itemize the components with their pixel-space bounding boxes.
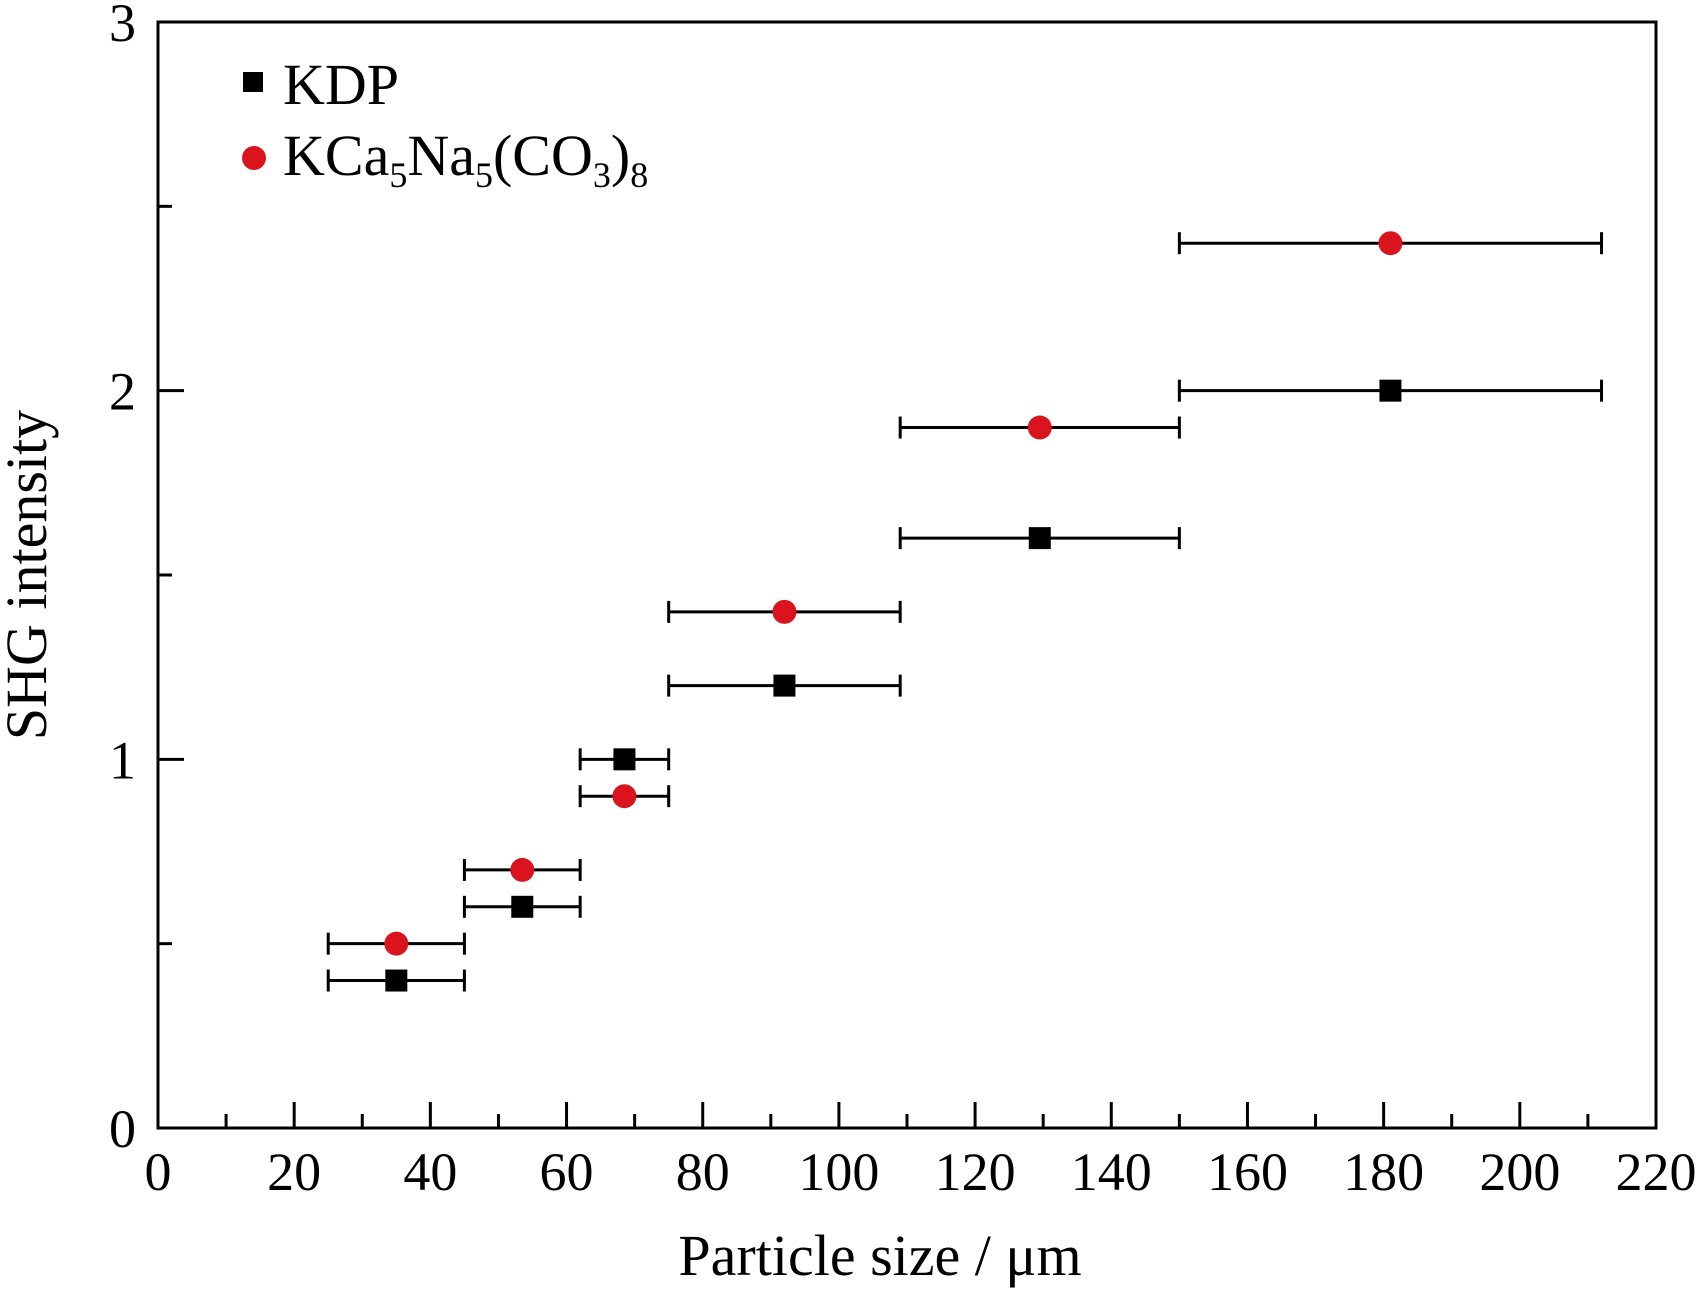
data-layer [326,231,1604,992]
data-point [1378,231,1403,256]
data-point [613,748,636,771]
legend-marker-kdp [243,72,263,92]
x-tick-label: 40 [403,1142,457,1202]
y-axis-title: SHG intensity [0,410,59,740]
series-kcnc [326,231,1604,956]
data-point [384,931,409,956]
x-tick-label: 200 [1479,1142,1560,1202]
x-tick-label: 100 [798,1142,879,1202]
data-point [1379,379,1402,402]
data-point [612,784,637,809]
x-tick-label: 160 [1207,1142,1288,1202]
data-point [510,857,535,882]
x-tick-label: 120 [935,1142,1016,1202]
x-tick-label: 60 [540,1142,594,1202]
y-tick-label: 1 [109,730,136,790]
y-tick-label: 3 [109,0,136,53]
y-tick-label: 2 [109,362,136,422]
axis-tick-labels: 0 20 40 60 80 100 120 140 160 180 200 220 0 1 2 3 [109,0,1697,1202]
x-tick-label: 140 [1071,1142,1152,1202]
legend-marker-kcnc [242,146,266,170]
legend: KDP KCa5Na5(CO3)8 [242,52,648,195]
data-point [511,895,534,918]
data-point [772,599,797,624]
series-kdp [326,379,1604,992]
x-tick-label: 80 [676,1142,730,1202]
x-tick-label: 0 [145,1142,172,1202]
x-axis-title: Particle size / μm [678,1223,1081,1288]
x-tick-label: 20 [267,1142,321,1202]
x-tick-label: 180 [1343,1142,1424,1202]
x-tick-label: 220 [1616,1142,1697,1202]
data-point [385,969,408,992]
data-point [773,674,796,697]
legend-label-kdp: KDP [283,52,399,117]
data-point [1027,415,1052,440]
data-point [1028,527,1051,550]
legend-label-kcnc: KCa5Na5(CO3)8 [283,123,648,195]
axis-ticks [156,20,1658,1130]
y-tick-label: 0 [109,1099,136,1159]
